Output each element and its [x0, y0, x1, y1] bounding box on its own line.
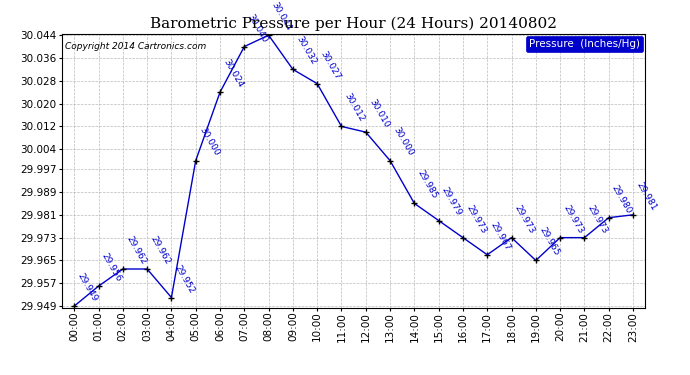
Text: 30.012: 30.012 — [343, 92, 366, 124]
Text: 30.040: 30.040 — [246, 12, 269, 44]
Text: 29.980: 29.980 — [610, 183, 633, 215]
Text: 29.967: 29.967 — [489, 220, 512, 252]
Legend: Pressure  (Inches/Hg): Pressure (Inches/Hg) — [526, 36, 643, 52]
Text: 30.024: 30.024 — [221, 58, 245, 89]
Text: 30.027: 30.027 — [319, 49, 342, 81]
Text: 30.010: 30.010 — [367, 98, 391, 129]
Text: 30.000: 30.000 — [391, 126, 415, 158]
Text: 29.979: 29.979 — [440, 186, 464, 218]
Text: 29.949: 29.949 — [76, 272, 99, 303]
Text: 29.985: 29.985 — [416, 169, 440, 201]
Text: 29.962: 29.962 — [148, 234, 172, 266]
Text: 30.000: 30.000 — [197, 126, 221, 158]
Text: 29.956: 29.956 — [100, 252, 124, 284]
Text: 29.965: 29.965 — [538, 226, 561, 258]
Title: Barometric Pressure per Hour (24 Hours) 20140802: Barometric Pressure per Hour (24 Hours) … — [150, 17, 557, 31]
Text: 30.032: 30.032 — [294, 35, 318, 67]
Text: 29.952: 29.952 — [172, 263, 196, 295]
Text: 29.973: 29.973 — [586, 203, 609, 235]
Text: 30.044: 30.044 — [270, 1, 293, 32]
Text: 29.973: 29.973 — [562, 203, 585, 235]
Text: 29.962: 29.962 — [124, 234, 148, 266]
Text: 29.973: 29.973 — [464, 203, 488, 235]
Text: 29.981: 29.981 — [634, 180, 658, 212]
Text: 29.973: 29.973 — [513, 203, 536, 235]
Text: Copyright 2014 Cartronics.com: Copyright 2014 Cartronics.com — [65, 42, 206, 51]
